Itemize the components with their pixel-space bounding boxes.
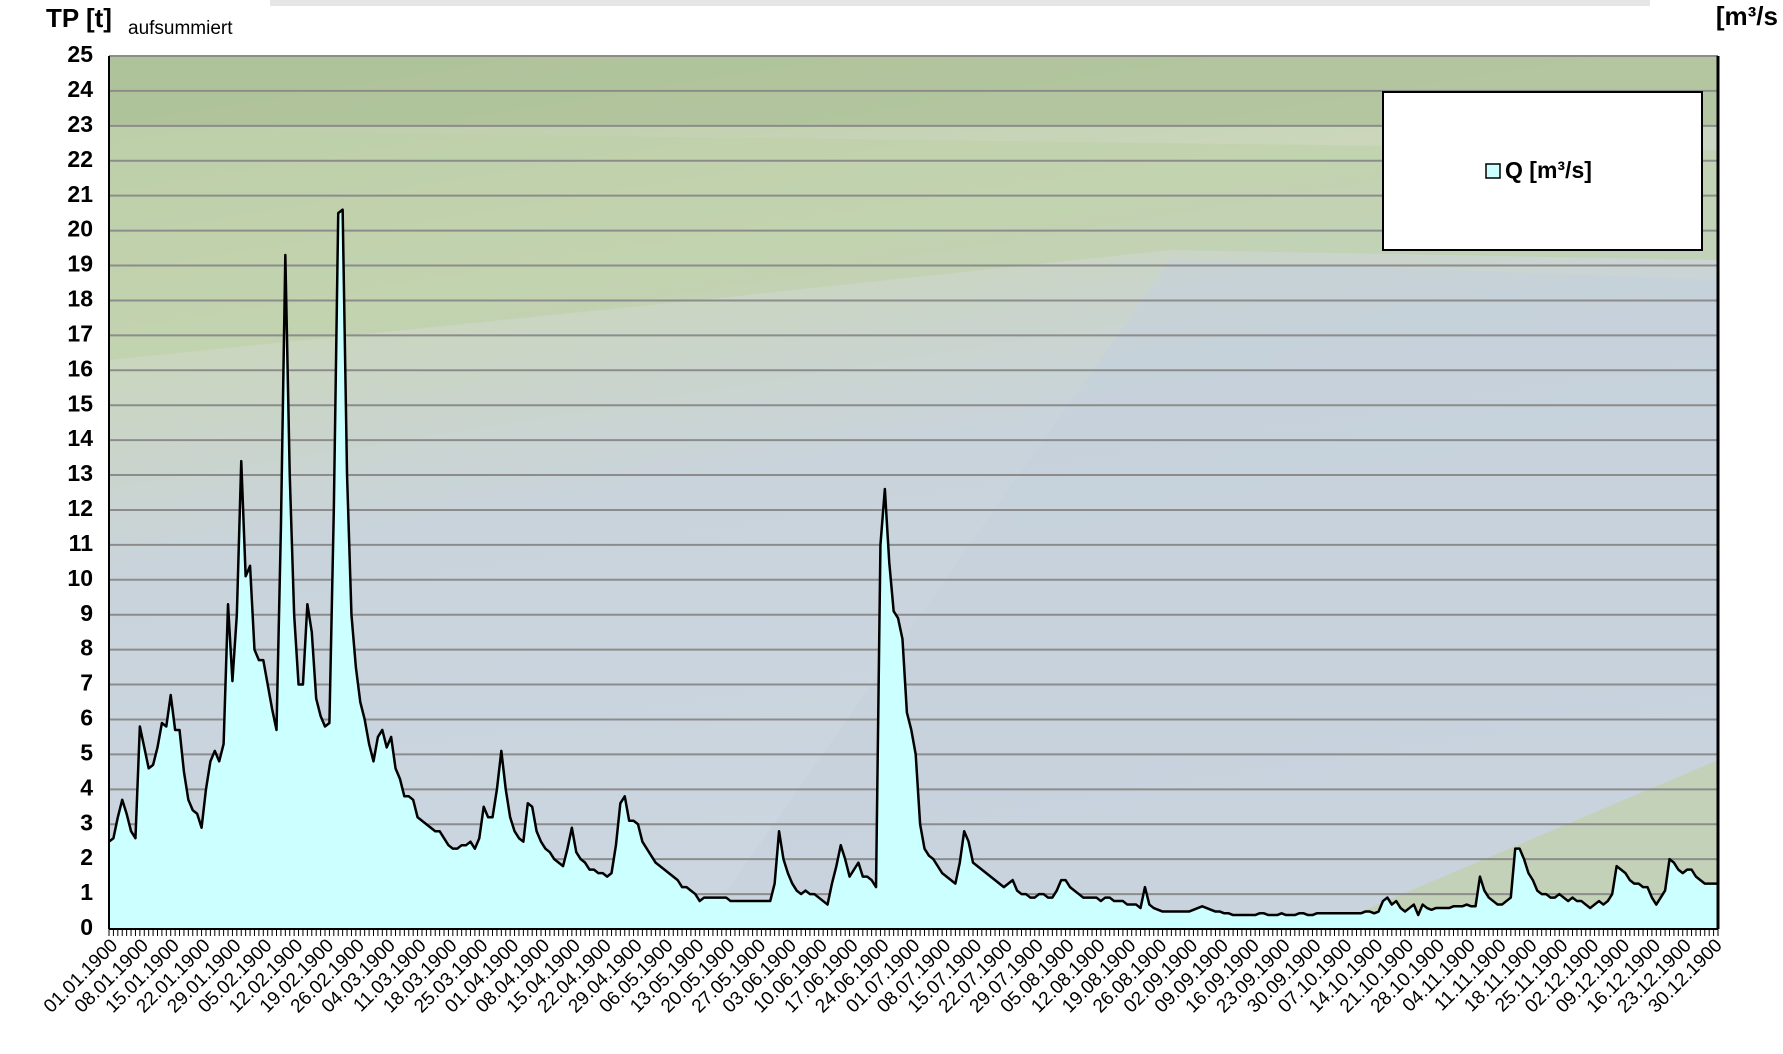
y-tick-label: 4 <box>80 774 93 800</box>
area <box>109 209 1718 929</box>
y-axis-sublabel: aufsummiert <box>128 18 233 39</box>
y-tick-label: 23 <box>67 111 93 137</box>
y-tick-label: 13 <box>67 460 93 486</box>
y2-axis-label: [m³/s <box>1716 1 1778 31</box>
y-tick-label: 19 <box>67 251 93 277</box>
y-tick-label: 10 <box>67 565 93 591</box>
y-tick-label: 16 <box>67 355 93 381</box>
y-tick-label: 17 <box>67 320 93 346</box>
y-tick-label: 18 <box>67 286 93 312</box>
area-outline <box>108 208 1718 917</box>
y-tick-label: 25 <box>67 41 93 67</box>
y-tick-label: 5 <box>80 739 93 765</box>
y-tick-label: 0 <box>80 914 93 940</box>
y-tick-label: 11 <box>69 530 94 556</box>
y-tick-label: 22 <box>67 146 93 172</box>
y-tick-label: 1 <box>80 879 93 905</box>
y-tick-label: 2 <box>80 844 93 870</box>
y-tick-label: 20 <box>67 216 93 242</box>
y-tick-label: 21 <box>67 181 93 207</box>
y-tick-label: 3 <box>80 809 93 835</box>
legend-box <box>1382 91 1703 251</box>
y-tick-label: 9 <box>80 600 93 626</box>
y-tick-label: 8 <box>80 635 93 661</box>
legend-label: Q [m³/s] <box>1505 157 1592 183</box>
y-tick-label: 7 <box>80 670 93 696</box>
y-tick-label: 15 <box>67 390 93 416</box>
y-axis-label: TP [t] <box>46 3 112 33</box>
top-bar <box>270 0 1650 6</box>
y-tick-label: 12 <box>67 495 93 521</box>
y-tick-label: 14 <box>67 425 93 451</box>
legend-swatch <box>1485 163 1501 179</box>
y-tick-label: 6 <box>80 705 93 731</box>
y-tick-label: 24 <box>67 76 93 102</box>
